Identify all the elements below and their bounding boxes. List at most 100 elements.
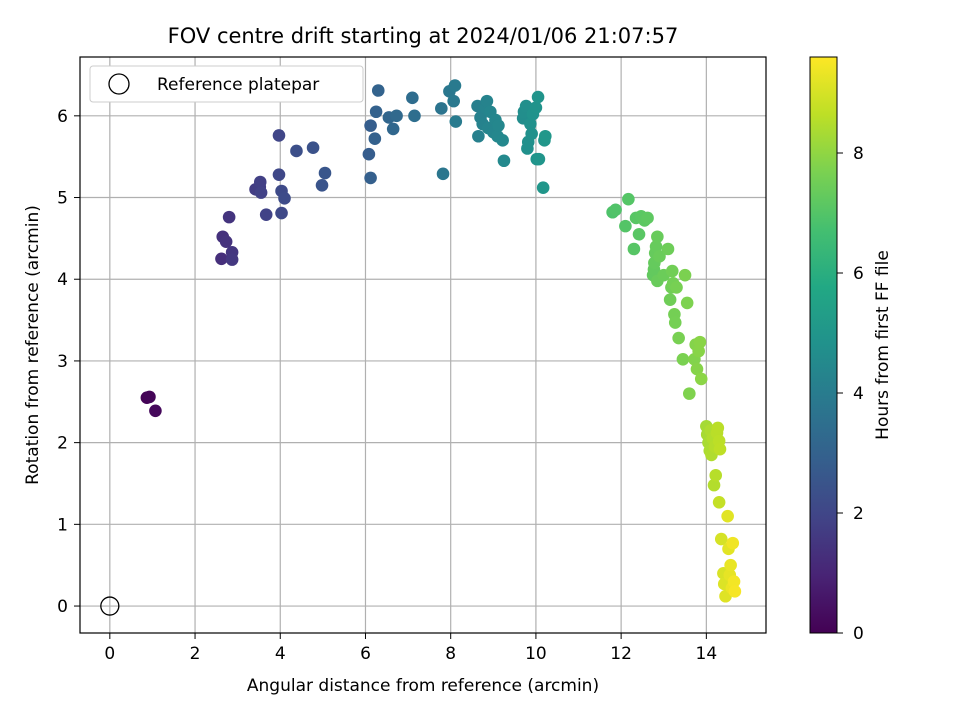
data-point xyxy=(362,147,376,161)
data-point xyxy=(713,442,727,456)
y-tick-label: 0 xyxy=(57,597,68,617)
colorbar-tick-label: 2 xyxy=(853,504,864,524)
data-point xyxy=(727,575,741,588)
chart-title: FOV centre drift starting at 2024/01/06 … xyxy=(168,24,679,48)
scatter-points xyxy=(140,79,742,603)
data-point xyxy=(525,127,538,141)
y-axis-label: Rotation from reference (arcmin) xyxy=(23,205,43,485)
data-point xyxy=(714,532,728,546)
data-point xyxy=(215,252,228,266)
data-point xyxy=(529,101,543,114)
data-point xyxy=(665,264,679,278)
colorbar-tick-label: 8 xyxy=(853,144,864,164)
data-point xyxy=(369,105,383,119)
legend-entry: Reference platepar xyxy=(157,75,319,95)
data-point xyxy=(619,219,632,233)
x-tick-label: 0 xyxy=(104,644,115,664)
y-tick-label: 4 xyxy=(57,270,68,290)
legend: Reference platepar xyxy=(89,65,364,103)
data-point xyxy=(683,387,696,400)
x-axis-label: Angular distance from reference (arcmin) xyxy=(247,676,599,696)
data-point xyxy=(290,144,303,158)
data-point xyxy=(670,281,683,294)
data-point xyxy=(536,181,550,195)
x-axis-ticks: 0 2 4 6 8 10 12 14 xyxy=(104,633,717,664)
data-point xyxy=(538,129,552,143)
y-tick-label: 3 xyxy=(57,352,68,372)
data-point xyxy=(694,372,708,386)
y-tick-label: 6 xyxy=(57,107,68,127)
data-point xyxy=(707,478,721,492)
data-point xyxy=(709,469,723,482)
data-point xyxy=(724,558,737,572)
data-point xyxy=(680,296,694,310)
data-point xyxy=(672,331,685,345)
data-point xyxy=(408,109,421,123)
data-point xyxy=(532,152,546,166)
data-point xyxy=(386,122,400,136)
data-point xyxy=(676,352,690,366)
data-point xyxy=(306,141,320,154)
colorbar-tick-label: 0 xyxy=(853,624,864,644)
x-tick-label: 4 xyxy=(275,644,286,664)
data-point xyxy=(726,536,740,550)
data-point xyxy=(435,102,448,115)
data-point xyxy=(275,206,288,220)
data-point xyxy=(447,94,460,108)
y-tick-label: 1 xyxy=(57,515,68,535)
data-point xyxy=(649,240,663,253)
y-tick-label: 2 xyxy=(57,434,68,454)
data-point xyxy=(678,268,692,282)
colorbar-ticks: 0 2 4 6 8 xyxy=(837,144,864,644)
colorbar-tick-label: 4 xyxy=(853,384,864,404)
grid-lines xyxy=(80,57,766,633)
x-tick-label: 10 xyxy=(525,644,547,664)
data-point xyxy=(272,168,286,181)
data-point xyxy=(609,203,622,217)
data-point xyxy=(496,134,509,147)
data-point xyxy=(668,316,682,329)
data-point xyxy=(627,242,641,256)
data-point xyxy=(661,242,675,256)
data-point xyxy=(712,495,726,509)
legend-marker xyxy=(108,73,130,95)
data-point xyxy=(222,210,236,224)
data-point xyxy=(690,362,704,376)
x-tick-label: 2 xyxy=(190,644,201,664)
data-point xyxy=(653,250,666,263)
data-point xyxy=(253,175,267,189)
data-point xyxy=(364,171,377,185)
data-point xyxy=(448,79,462,92)
reference-point xyxy=(100,596,120,616)
data-point xyxy=(278,192,291,205)
data-point xyxy=(663,293,677,306)
data-point xyxy=(693,335,707,349)
data-point xyxy=(711,421,725,435)
data-point xyxy=(390,109,403,123)
data-point xyxy=(368,132,382,146)
data-point xyxy=(480,94,494,108)
data-point xyxy=(371,84,385,97)
colorbar-tick-label: 6 xyxy=(853,264,864,284)
x-tick-label: 8 xyxy=(445,644,456,664)
legend-box xyxy=(89,65,364,103)
data-point xyxy=(497,154,511,168)
colorbar-gradient xyxy=(809,56,838,634)
data-point xyxy=(272,129,286,142)
data-point xyxy=(406,91,419,105)
data-point xyxy=(149,404,162,418)
y-axis-ticks: 0 1 2 3 4 5 6 xyxy=(57,107,80,617)
x-tick-label: 12 xyxy=(610,644,632,664)
data-point xyxy=(259,208,273,221)
data-point xyxy=(728,585,742,598)
data-point xyxy=(492,119,505,132)
data-point xyxy=(472,129,485,143)
data-point xyxy=(225,253,239,266)
data-point xyxy=(531,90,545,104)
data-point xyxy=(721,509,734,523)
data-point xyxy=(622,192,635,206)
data-point xyxy=(315,178,329,192)
colorbar: 0 2 4 6 8 Hours from first FF file xyxy=(809,56,893,644)
data-point xyxy=(436,167,450,181)
